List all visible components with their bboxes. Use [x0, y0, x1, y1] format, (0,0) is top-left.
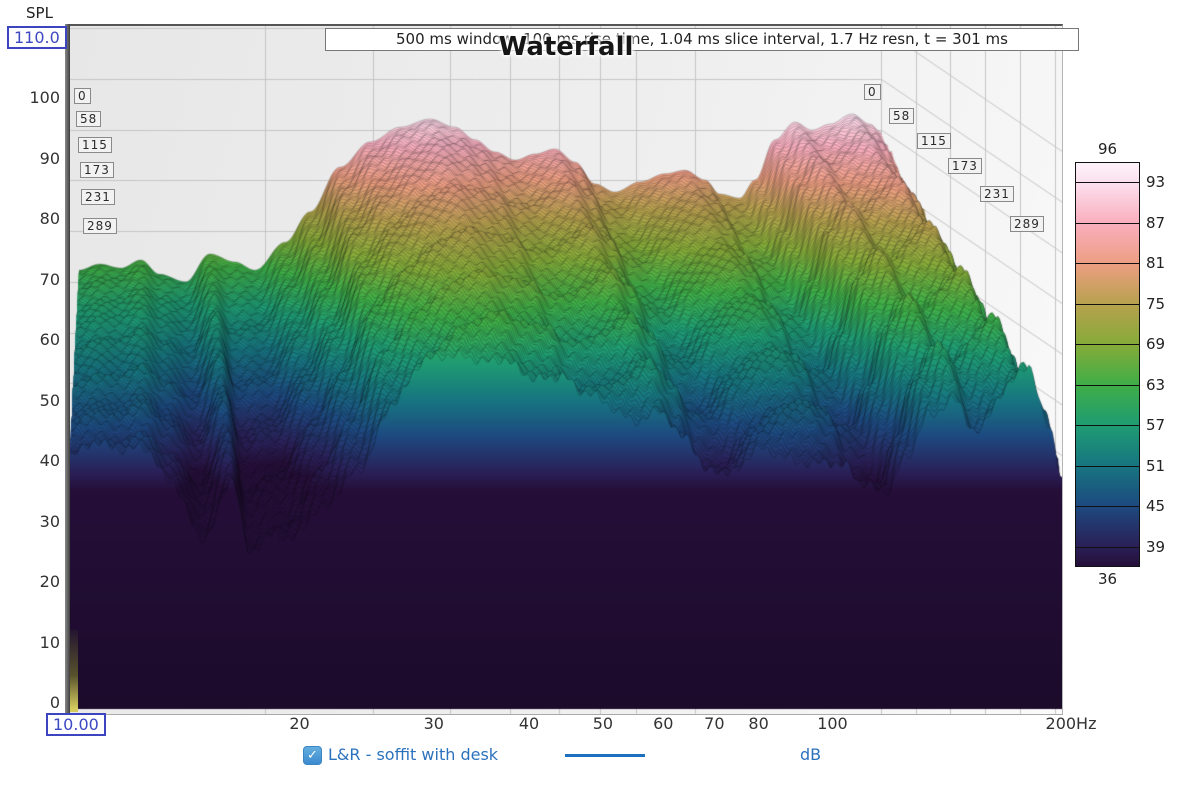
colorbar-tick-label: 87 — [1146, 213, 1166, 232]
y-tick-label: 80 — [39, 209, 60, 228]
colorbar-tick-label: 69 — [1146, 335, 1166, 354]
y-tick-label: 30 — [39, 511, 60, 531]
colorbar-segment-line — [1076, 546, 1139, 548]
colorbar-segment-line — [1076, 425, 1139, 427]
y-tick-label: 70 — [39, 269, 60, 289]
colorbar-segment-line — [1076, 506, 1139, 508]
legend-unit-label: dB — [800, 745, 822, 764]
y-tick-label: 40 — [39, 451, 60, 470]
y-tick-label: 0 — [49, 693, 60, 712]
time-gridline-label-right: 231 — [980, 186, 1014, 202]
colorbar-segment-line — [1076, 263, 1139, 265]
y-tick-label: 20 — [39, 572, 60, 591]
time-gridline-label-right: 58 — [889, 108, 915, 124]
colorbar-tick-label: 39 — [1146, 537, 1166, 556]
time-gridline-label-left: 58 — [76, 111, 102, 127]
time-gridline-label-right: 289 — [1010, 216, 1044, 232]
colorbar-tick-label: 75 — [1146, 294, 1166, 313]
plot-area — [70, 24, 1063, 715]
colorbar-segment-line — [1076, 222, 1139, 224]
chart-title: Waterfall — [498, 32, 634, 62]
x-min-input[interactable]: 10.00 — [46, 713, 106, 736]
colorbar-tick-label: 51 — [1146, 456, 1166, 475]
colorbar-tick-label: 63 — [1146, 375, 1166, 394]
left-wall-sliver — [70, 630, 78, 712]
colorbar — [1075, 162, 1140, 567]
legend-bar: ✓ L&R - soffit with desk dB — [0, 744, 1200, 770]
colorbar-segment-line — [1076, 303, 1139, 305]
time-gridline-label-right: 115 — [917, 133, 951, 149]
x-tick-label: 200Hz — [1045, 714, 1097, 733]
x-tick-label: 80 — [748, 714, 769, 733]
waterfall-canvas — [70, 26, 1062, 714]
x-tick-label: 40 — [518, 714, 540, 733]
y-max-input[interactable]: 110.0 — [7, 26, 67, 49]
colorbar-segment-line — [1076, 384, 1139, 386]
series-checkbox[interactable]: ✓ — [303, 746, 322, 765]
colorbar-tick-label: 93 — [1146, 173, 1166, 192]
y-tick-label: 10 — [39, 632, 60, 652]
y-tick-label: 60 — [39, 330, 60, 349]
time-gridline-label-left: 0 — [74, 88, 91, 104]
measurement-info-bar: 500 ms window, 100 ms rise time, 1.04 ms… — [325, 28, 1079, 51]
x-tick-label: 100 — [817, 714, 848, 733]
colorbar-max-label: 96 — [1097, 140, 1118, 158]
x-tick-label: 30 — [423, 714, 444, 733]
colorbar-segment-line — [1076, 182, 1139, 184]
x-tick-label: 20 — [289, 714, 310, 733]
x-tick-label: 50 — [592, 714, 614, 733]
y-tick-label: 90 — [39, 148, 60, 168]
series-label[interactable]: L&R - soffit with desk — [328, 745, 499, 764]
x-tick-label: 70 — [704, 714, 725, 733]
colorbar-tick-label: 57 — [1146, 416, 1166, 435]
colorbar-tick-label: 45 — [1146, 497, 1166, 516]
measurement-info-text: 500 ms window, 100 ms rise time, 1.04 ms… — [396, 30, 1008, 48]
colorbar-gradient — [1076, 163, 1139, 566]
time-gridline-label-right: 0 — [864, 84, 881, 100]
colorbar-segment-line — [1076, 344, 1139, 346]
y-axis-spine — [65, 24, 70, 713]
time-gridline-label-left: 115 — [78, 137, 112, 153]
x-tick-label: 60 — [653, 714, 674, 733]
time-gridline-label-left: 173 — [80, 162, 114, 178]
colorbar-min-label: 36 — [1097, 570, 1118, 588]
y-tick-label: 50 — [39, 390, 60, 410]
y-axis-title: SPL — [26, 4, 53, 22]
series-line-sample — [565, 754, 645, 757]
time-gridline-label-left: 289 — [83, 218, 117, 234]
y-tick-label: 100 — [29, 88, 60, 107]
colorbar-tick-label: 81 — [1146, 254, 1166, 273]
time-gridline-label-left: 231 — [81, 189, 115, 205]
time-gridline-label-right: 173 — [948, 158, 982, 174]
colorbar-segment-line — [1076, 465, 1139, 467]
